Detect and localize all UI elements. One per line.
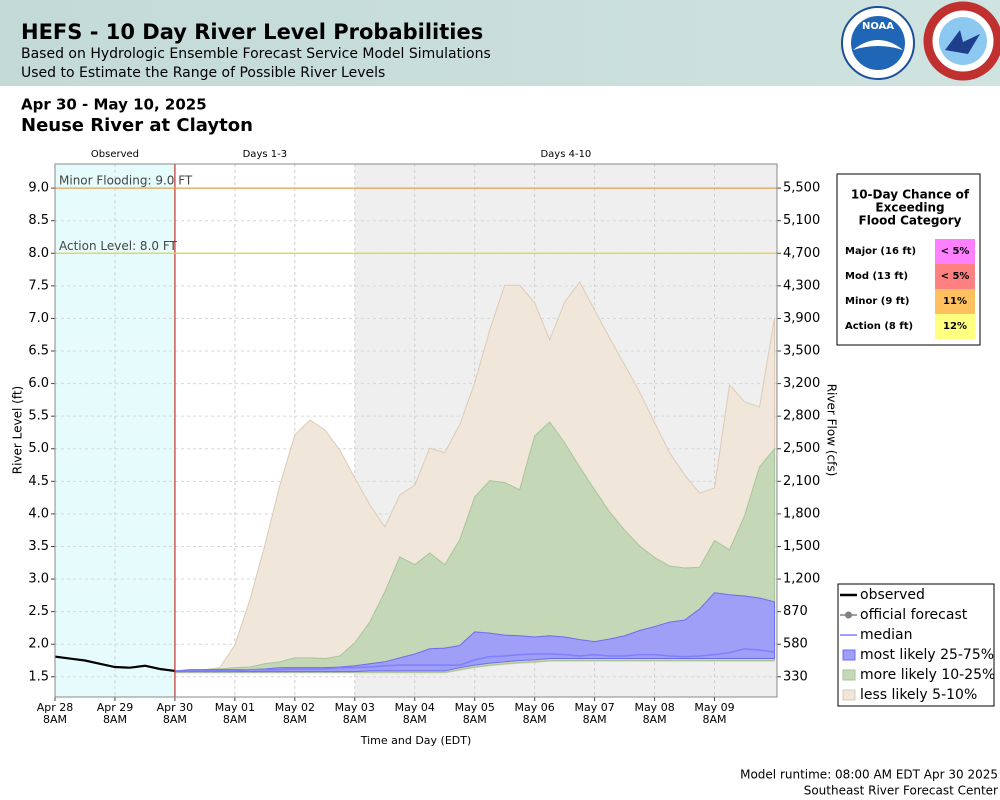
y2-tick-label: 330 (783, 669, 808, 684)
y2-tick-label: 2,800 (783, 409, 820, 424)
series-line (54, 655, 176, 673)
threshold-label: Action Level: 8.0 FT (59, 239, 178, 253)
flood-category: Minor (9 ft) (845, 296, 910, 307)
y-tick-label: 7.0 (28, 311, 49, 326)
y2-tick-label: 3,500 (783, 344, 820, 359)
y-tick-label: 5.5 (28, 409, 49, 424)
y-tick-label: 2.5 (28, 604, 49, 619)
x-tick-label: Apr 30 8AM (156, 701, 194, 726)
x-tick-label: May 01 8AM (214, 701, 255, 726)
y-tick-label: 9.0 (28, 181, 49, 196)
x-tick-label: May 04 8AM (394, 701, 435, 726)
legend-swatch (842, 669, 856, 681)
flood-chance-cell (935, 264, 975, 289)
x-axis-label: Time and Day (EDT) (360, 734, 472, 747)
y2-tick-label: 1,200 (783, 572, 820, 587)
date-range: Apr 30 - May 10, 2025 (21, 96, 207, 114)
header-band (0, 0, 1000, 86)
region-label: Days 4-10 (540, 149, 591, 160)
x-tick-label: May 02 8AM (274, 701, 315, 726)
y-tick-label: 7.5 (28, 278, 49, 293)
footer: Southeast River Forecast Center (804, 784, 998, 798)
y-tick-label: 3.5 (28, 539, 49, 554)
legend-label: most likely 25-75% (860, 647, 994, 663)
legend-label: less likely 5-10% (860, 687, 977, 703)
y-tick-label: 5.0 (28, 441, 49, 456)
flood-chance: 12% (943, 321, 967, 332)
legend-label: official forecast (860, 607, 968, 623)
y-tick-label: 8.0 (28, 246, 49, 261)
y-tick-label: 8.5 (28, 213, 49, 228)
y2-tick-label: 580 (783, 637, 808, 652)
nws-logo-inner (939, 17, 987, 65)
flood-table-title: 10-Day Chance of (851, 188, 970, 202)
y2-tick-label: 4,700 (783, 246, 820, 261)
nws-mark (945, 30, 980, 54)
y2-axis-label: River Flow (cfs) (825, 384, 839, 477)
flood-chance-cell (935, 289, 975, 314)
y2-tick-label: 1,500 (783, 539, 820, 554)
flood-table-title: Flood Category (859, 214, 962, 228)
region-label: Observed (91, 149, 139, 160)
legend-label: median (860, 627, 912, 643)
y-tick-label: 2.0 (28, 637, 49, 652)
y2-tick-label: 1,800 (783, 506, 820, 521)
y2-tick-label: 4,300 (783, 278, 820, 293)
footer: Model runtime: 08:00 AM EDT Apr 30 2025 (740, 768, 998, 782)
subtitle: Used to Estimate the Range of Possible R… (21, 65, 385, 81)
x-tick-label: May 03 8AM (334, 701, 375, 726)
y2-tick-label: 2,500 (783, 441, 820, 456)
chart-title: Neuse River at Clayton (21, 115, 253, 136)
y2-tick-label: 5,100 (783, 213, 820, 228)
x-tick-label: Apr 29 8AM (96, 701, 134, 726)
legend-label: more likely 10-25% (860, 667, 995, 683)
plot-frame (54, 163, 778, 698)
flood-chance: < 5% (941, 271, 970, 282)
legend-swatch (842, 649, 856, 661)
flood-category: Mod (13 ft) (845, 271, 908, 282)
probability-band (174, 421, 776, 673)
subtitle: Based on Hydrologic Ensemble Forecast Se… (21, 46, 491, 62)
y-tick-label: 6.0 (28, 376, 49, 391)
x-tick-label: May 09 8AM (694, 701, 735, 726)
noaa-gull (853, 40, 903, 50)
probability-band (174, 592, 776, 673)
legend-marker (845, 611, 852, 619)
y2-tick-label: 3,200 (783, 376, 820, 391)
x-tick-label: May 05 8AM (454, 701, 495, 726)
flood-chance: 11% (943, 296, 967, 307)
y-tick-label: 4.5 (28, 474, 49, 489)
series-line (174, 648, 775, 672)
y2-tick-label: 2,100 (783, 474, 820, 489)
region-label: Days 1-3 (243, 149, 287, 160)
page-title: HEFS - 10 Day River Level Probabilities (21, 20, 483, 44)
legend-swatch (842, 689, 856, 701)
flood-chance-cell (935, 314, 975, 339)
legend (837, 583, 995, 707)
flood-category: Major (16 ft) (845, 246, 916, 257)
flood-chance: < 5% (941, 246, 970, 257)
noaa-text: NOAA (862, 21, 894, 32)
y2-tick-label: 3,900 (783, 311, 820, 326)
y-tick-label: 6.5 (28, 344, 49, 359)
y-tick-label: 4.0 (28, 506, 49, 521)
flood-table-title: Exceeding (875, 201, 944, 215)
y-tick-label: 3.0 (28, 572, 49, 587)
flood-category: Action (8 ft) (845, 321, 913, 332)
legend-label: observed (860, 587, 925, 603)
y-tick-label: 1.5 (28, 669, 49, 684)
x-tick-label: May 07 8AM (574, 701, 615, 726)
y2-tick-label: 5,500 (783, 181, 820, 196)
y2-tick-label: 870 (783, 604, 808, 619)
x-tick-label: May 06 8AM (514, 701, 555, 726)
threshold-label: Minor Flooding: 9.0 FT (59, 174, 193, 188)
x-tick-label: Apr 28 8AM (36, 701, 74, 726)
flood-chance-cell (935, 239, 975, 264)
x-tick-label: May 08 8AM (634, 701, 675, 726)
y-axis-label: River Level (ft) (11, 386, 25, 474)
